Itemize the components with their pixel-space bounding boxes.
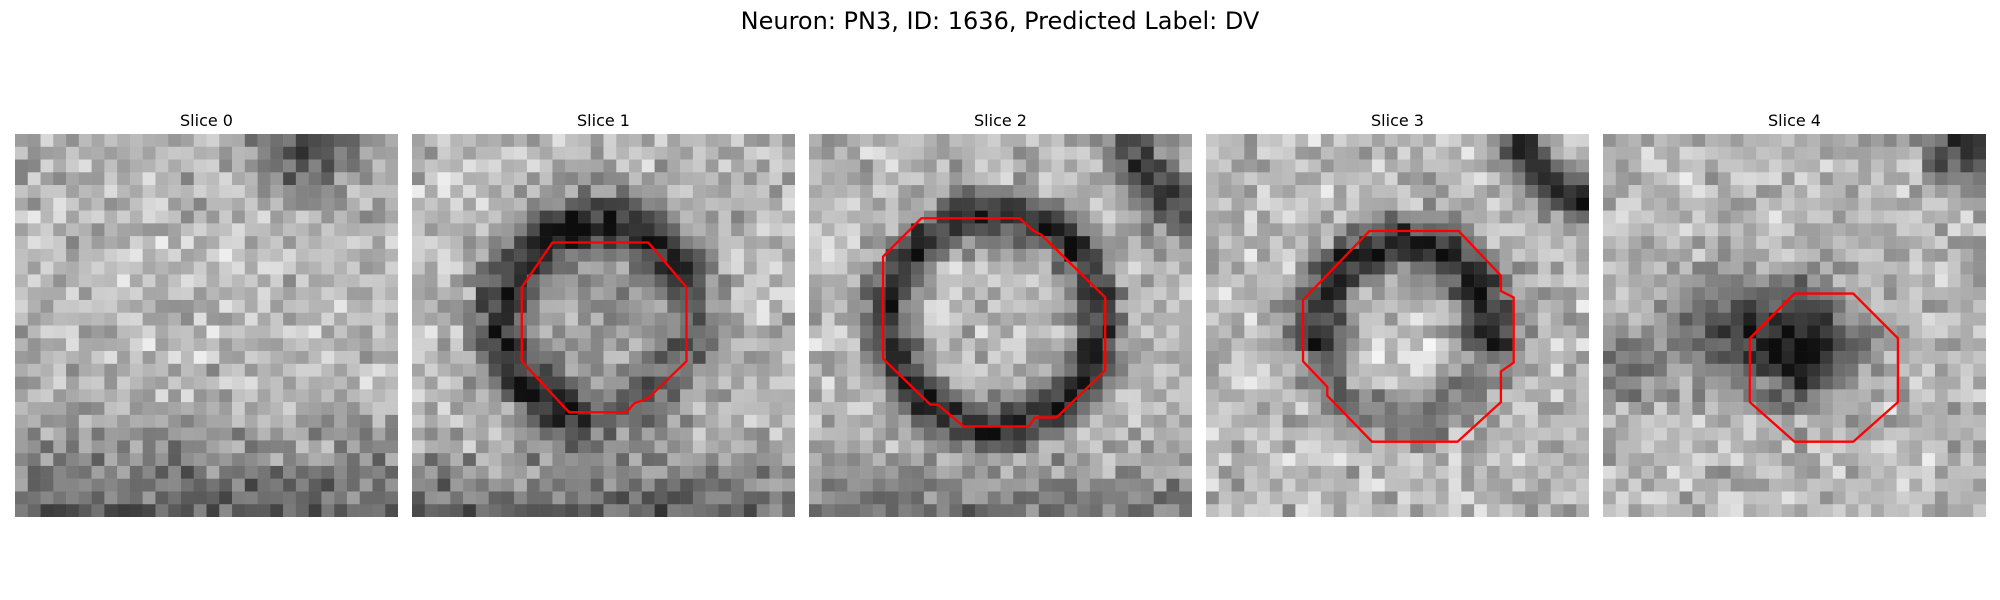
slice-title: Slice 4 [1768,111,1821,130]
roi-contour [881,217,1107,428]
slice-panel-0: Slice 0 [15,108,398,517]
slice-title: Slice 1 [577,111,630,130]
roi-contour [1301,229,1515,443]
slice-panel-1: Slice 1 [412,108,795,517]
slice-image-0 [15,134,398,517]
slice-title: Slice 2 [974,111,1027,130]
grayscale-tile [1603,134,1986,517]
grayscale-tile [15,134,398,517]
grayscale-tile [809,134,1192,517]
slice-image-1 [412,134,795,517]
roi-contour [520,241,688,414]
slice-title: Slice 3 [1371,111,1424,130]
slice-image-4 [1603,134,1986,517]
figure-title: Neuron: PN3, ID: 1636, Predicted Label: … [740,7,1260,35]
roi-contour [1748,292,1900,443]
slice-panel-2: Slice 2 [809,108,1192,517]
slice-title: Slice 0 [180,111,233,130]
slice-panel-3: Slice 3 [1206,108,1589,517]
grayscale-tile [412,134,795,517]
grayscale-tile [1206,134,1589,517]
slice-image-2 [809,134,1192,517]
slice-image-3 [1206,134,1589,517]
slice-panel-4: Slice 4 [1603,108,1986,517]
